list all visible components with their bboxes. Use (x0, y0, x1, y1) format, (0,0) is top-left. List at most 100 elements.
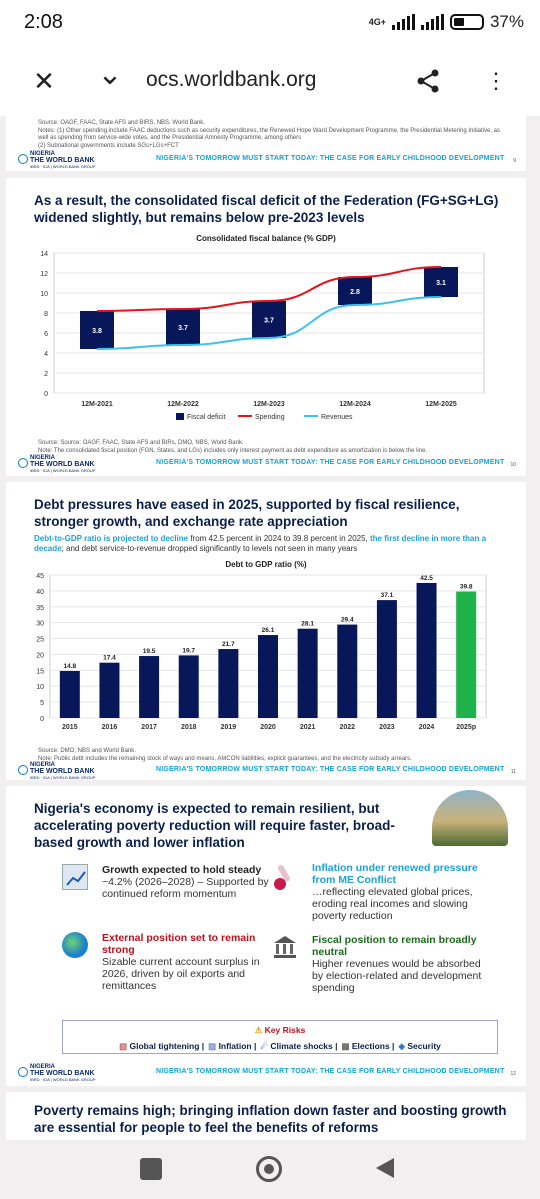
deficit-bar (166, 309, 200, 345)
fiscal-heading: Fiscal position to remain broadly neutra… (312, 934, 477, 958)
fiscal-item: Fiscal position to remain broadly neutra… (272, 934, 492, 994)
legend-label: Revenues (321, 414, 353, 421)
back-button[interactable] (374, 1156, 400, 1182)
x-tick-label: 12M-2025 (425, 401, 457, 408)
y-tick-label: 45 (36, 573, 44, 580)
slide9-source: Source: OAGF, FAAC, State AFS and BIRS, … (38, 120, 501, 149)
y-tick-label: 10 (40, 291, 48, 298)
x-tick-label: 2016 (102, 724, 118, 731)
inflation-heading: Inflation under renewed pressure from ME… (312, 862, 478, 886)
thermometer-icon (272, 862, 298, 892)
recents-button[interactable] (140, 1158, 162, 1180)
slide10-footer: NIGERIA THE WORLD BANK IBRD · IDA | WORLD … (6, 453, 526, 475)
world-bank-logo: NIGERIA THE WORLD BANK IBRD · IDA | WORLD … (18, 151, 96, 169)
risk-security: ◈ Security (398, 1041, 441, 1051)
status-time: 2:08 (24, 11, 63, 33)
y-tick-label: 20 (36, 652, 44, 659)
status-bar: 2:08 4G+ 37% (0, 0, 540, 46)
external-item: External position set to remain strong S… (62, 932, 282, 992)
key-risks-list: ▧ Global tightening | ▨ Inflation | ☄ Cl… (63, 1041, 497, 1052)
debt-bar (456, 591, 477, 718)
x-tick-label: 2015 (62, 724, 78, 731)
deficit-label: 3.1 (436, 280, 446, 287)
inflation-body: …reflecting elevated global prices, erod… (312, 886, 473, 922)
bar-value-label: 19.7 (182, 647, 195, 654)
globe-icon (18, 154, 28, 164)
y-tick-label: 4 (44, 351, 48, 358)
deficit-bar (252, 301, 286, 338)
revenues-line (96, 296, 442, 350)
y-tick-label: 30 (36, 621, 44, 628)
slide-9: Source: OAGF, FAAC, State AFS and BIRS, … (6, 116, 526, 171)
slide-13: Poverty remains high; bringing inflation… (6, 1092, 526, 1140)
close-icon[interactable]: ✕ (33, 65, 55, 96)
x-tick-label: 2022 (339, 724, 355, 731)
more-options-icon[interactable]: ⋮ (485, 68, 507, 93)
header-photo (432, 790, 508, 846)
world-bank-logo: NIGERIA THE WORLD BANK IBRD · IDA | WORLD … (18, 455, 96, 473)
chart1-title: Consolidated fiscal balance (% GDP) (196, 234, 336, 243)
y-tick-label: 8 (44, 311, 48, 318)
y-tick-label: 35 (36, 605, 44, 612)
inflation-item: Inflation under renewed pressure from ME… (272, 862, 492, 922)
x-tick-label: 2020 (260, 724, 276, 731)
bar-value-label: 42.5 (420, 575, 433, 582)
y-tick-label: 15 (36, 668, 44, 675)
deficit-bar (424, 267, 458, 297)
url-text[interactable]: ocs.worldbank.org (146, 68, 317, 91)
y-tick-label: 6 (44, 331, 48, 338)
deficit-label: 3.7 (178, 325, 188, 332)
status-icons: 4G+ 37% (369, 12, 524, 32)
external-body: Sizable current account surplus in 2026,… (102, 956, 260, 992)
signal-icon (391, 14, 415, 30)
globe-icon (18, 1067, 28, 1077)
bar-value-label: 17.4 (103, 655, 116, 662)
spending-line (96, 266, 442, 312)
growth-body: ~4.2% (2026–2028) – Supported by continu… (102, 876, 269, 900)
debt-bar (376, 600, 397, 718)
bar-value-label: 28.1 (301, 621, 314, 628)
debt-bar (139, 656, 160, 718)
globe-icon (62, 932, 88, 958)
pdf-viewer[interactable]: Source: OAGF, FAAC, State AFS and BIRS, … (0, 116, 540, 1140)
x-tick-label: 12M-2023 (253, 401, 285, 408)
slide-12: Nigeria's economy is expected to remain … (6, 786, 526, 1086)
debt-bar (258, 635, 278, 718)
bar-value-label: 29.4 (341, 617, 354, 624)
risk-inflation: ▨ Inflation | (208, 1041, 257, 1051)
slide-10: As a result, the consolidated fiscal def… (6, 178, 526, 476)
deficit-bar (80, 311, 114, 349)
legend-label: Spending (255, 414, 285, 421)
x-tick-label: 2023 (379, 724, 395, 731)
debt-gdp-chart: 0 5 10 15 20 25 30 35 40 45 14.8 2015 17.4 2016 19.5 20… (36, 573, 487, 731)
legend-label: Fiscal deficit (187, 414, 226, 421)
share-icon[interactable] (410, 63, 446, 99)
world-bank-logo: NIGERIA THE WORLD BANK IBRD · IDA | WORLD … (18, 1064, 96, 1082)
growth-heading: Growth expected to hold steady (102, 864, 262, 876)
debt-bar (178, 655, 199, 718)
y-tick-label: 0 (44, 391, 48, 398)
debt-bar (59, 670, 80, 718)
slide12-footer: NIGERIA THE WORLD BANK IBRD · IDA | WORLD … (6, 1062, 526, 1084)
battery-icon (449, 14, 484, 30)
external-heading: External position set to remain strong (102, 932, 256, 956)
home-button[interactable] (256, 1156, 282, 1182)
debt-bar (218, 649, 239, 718)
android-nav-bar (0, 1140, 540, 1199)
key-risks-title: ⚠ Key Risks (254, 1025, 306, 1035)
chart2-title: Debt to GDP ratio (%) (225, 560, 307, 569)
slide11-title: Debt pressures have eased in 2025, suppo… (34, 497, 460, 529)
y-tick-label: 0 (40, 716, 44, 723)
chevron-down-icon[interactable]: ⌄ (97, 57, 123, 91)
y-tick-label: 5 (40, 700, 44, 707)
slide12-title: Nigeria's economy is expected to remain … (34, 801, 395, 850)
deficit-label: 3.8 (92, 328, 102, 335)
x-tick-label: 12M-2021 (81, 401, 113, 408)
y-tick-label: 40 (36, 589, 44, 596)
y-tick-label: 25 (36, 637, 44, 644)
legend-swatch-deficit (176, 413, 184, 420)
y-tick-label: 2 (44, 371, 48, 378)
risk-global-tightening: ▧ Global tightening | (119, 1041, 205, 1051)
x-tick-label: 12M-2024 (339, 401, 371, 408)
debt-bar (337, 624, 358, 718)
